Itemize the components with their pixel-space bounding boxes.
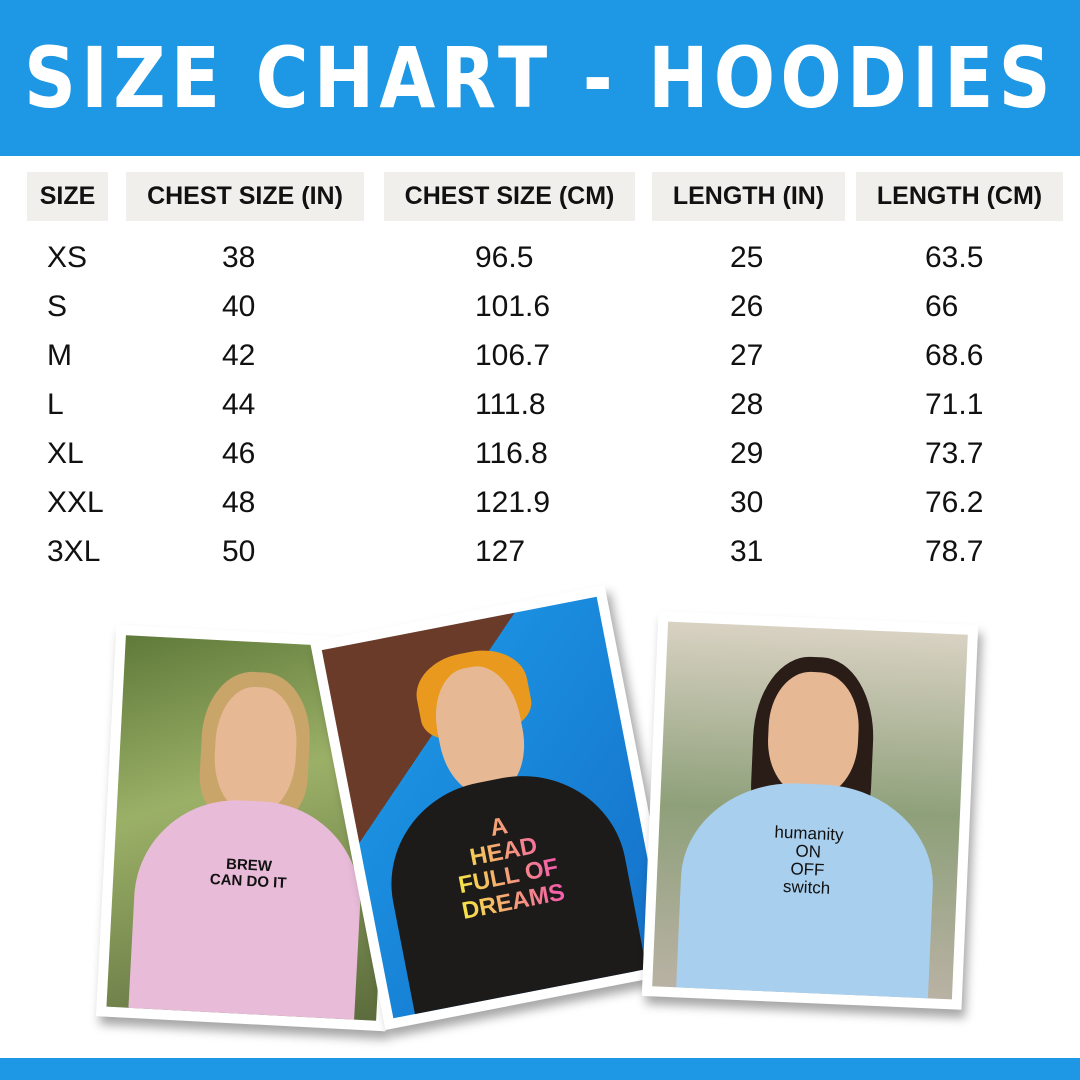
table-cell: 38 [222,241,256,274]
column-header: LENGTH (IN) [652,172,845,221]
table-cell: 27 [730,339,764,372]
table-cell: 76.2 [925,486,984,519]
footer-bar [0,1058,1080,1080]
table-cell: 96.5 [475,241,534,274]
table-cell: 50 [222,535,256,568]
hoodie-print-text: humanity ON OFF switch [774,822,844,898]
table-cell: 68.6 [925,339,984,372]
table-cell: 29 [730,437,764,470]
table-cell: 26 [730,290,764,323]
table-cell: 101.6 [475,290,551,323]
size-label: XXL [47,486,104,519]
column-header: CHEST SIZE (IN) [126,172,364,221]
table-cell: 73.7 [925,437,984,470]
column-header: CHEST SIZE (CM) [384,172,635,221]
table-cell: 25 [730,241,764,274]
table-cell: 63.5 [925,241,984,274]
table-cell: 42 [222,339,256,372]
table-cell: 28 [730,388,764,421]
size-label: L [47,388,64,421]
table-cell: 121.9 [475,486,551,519]
table-cell: 30 [730,486,764,519]
photo-blue-hoodie: humanity ON OFF switch [641,611,979,1010]
table-cell: 31 [730,535,764,568]
table-cell: 48 [222,486,256,519]
table-cell: 71.1 [925,388,984,421]
table-cell: 44 [222,388,256,421]
size-label: M [47,339,72,372]
column-header: SIZE [27,172,108,221]
title-banner: SIZE CHART - HOODIES [0,0,1080,156]
size-label: XL [47,437,84,470]
column-header: LENGTH (CM) [856,172,1063,221]
table-cell: 111.8 [475,388,546,421]
size-label: 3XL [47,535,101,568]
table-cell: 46 [222,437,256,470]
size-label: S [47,290,68,323]
page-title: SIZE CHART - HOODIES [24,29,1056,127]
table-cell: 106.7 [475,339,551,372]
table-cell: 78.7 [925,535,984,568]
table-cell: 66 [925,290,959,323]
table-cell: 116.8 [475,437,548,470]
size-label: XS [47,241,88,274]
table-cell: 127 [475,535,526,568]
table-cell: 40 [222,290,256,323]
